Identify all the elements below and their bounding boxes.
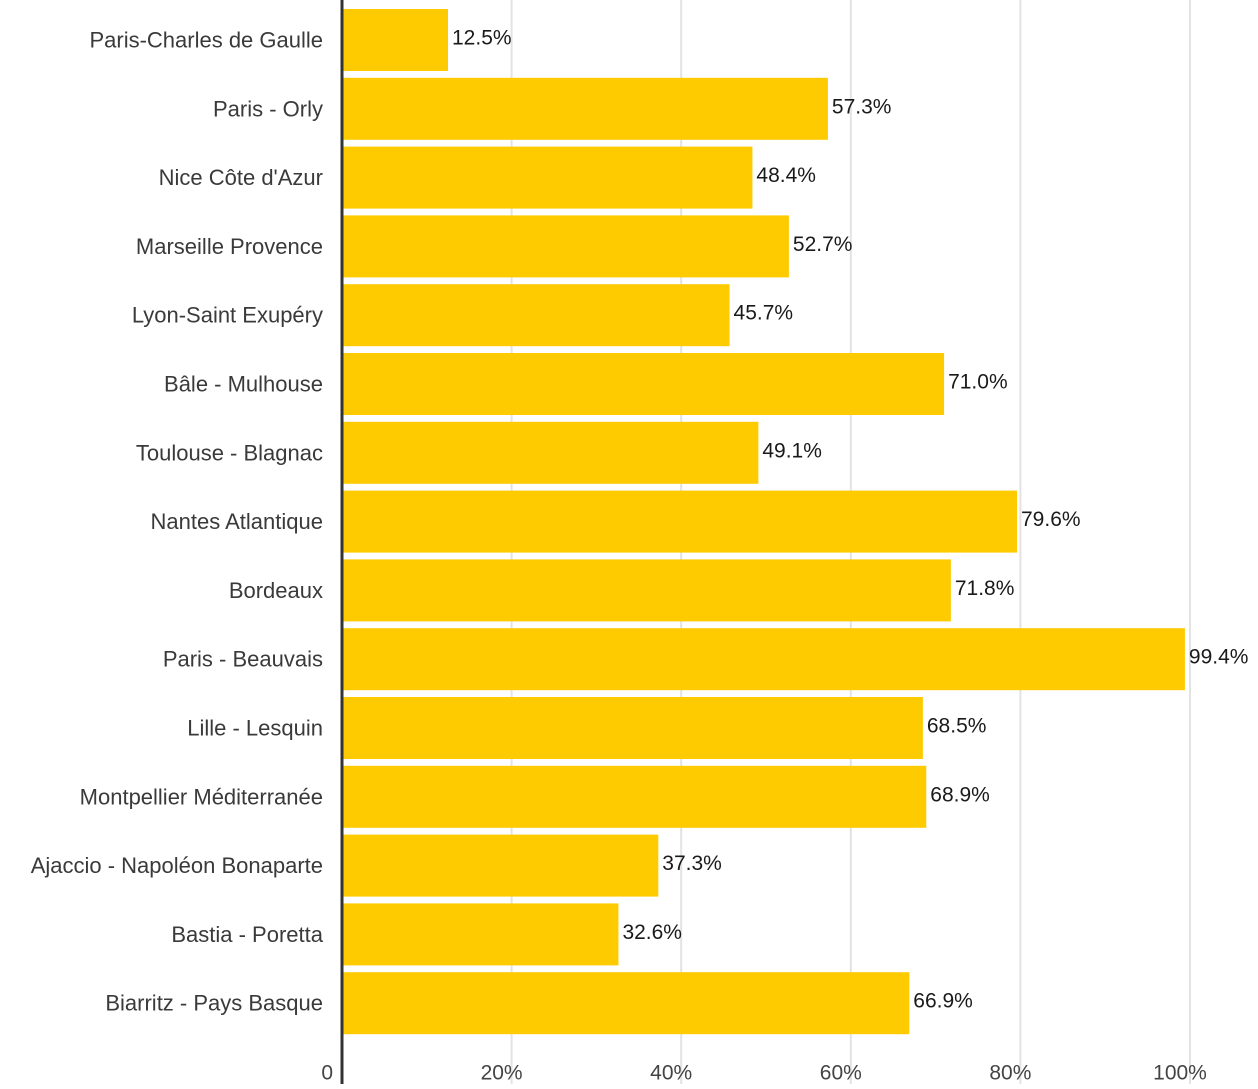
- category-label: Nantes Atlantique: [151, 509, 323, 534]
- category-label: Paris - Orly: [213, 96, 323, 121]
- category-label: Montpellier Méditerranée: [80, 784, 323, 809]
- category-label: Paris - Beauvais: [163, 647, 323, 672]
- value-label: 99.4%: [1189, 646, 1249, 669]
- x-tick-label: 100%: [1153, 1062, 1207, 1085]
- x-tick-label: 20%: [481, 1062, 523, 1085]
- category-label: Bastia - Poretta: [171, 922, 323, 947]
- value-label: 37.3%: [662, 852, 722, 875]
- value-label: 68.5%: [927, 715, 987, 738]
- bar: [343, 284, 730, 347]
- value-label: 32.6%: [622, 921, 682, 944]
- bar: [343, 628, 1185, 691]
- value-labels: 12.5% 57.3% 48.4% 52.7% 45.7% 71.0% 49.1% 79.6%…: [452, 27, 1248, 1013]
- bar: [343, 972, 910, 1035]
- category-label: Ajaccio - Napoléon Bonaparte: [31, 853, 323, 878]
- bar: [343, 215, 789, 278]
- category-label: Lyon-Saint Exupéry: [132, 303, 323, 328]
- value-label: 79.6%: [1021, 508, 1081, 531]
- value-label: 71.8%: [955, 577, 1015, 600]
- bars: [343, 9, 1185, 1035]
- value-label: 45.7%: [734, 302, 794, 325]
- value-label: 12.5%: [452, 27, 512, 50]
- category-label: Biarritz - Pays Basque: [105, 991, 323, 1016]
- bar: [343, 9, 448, 71]
- bar: [343, 697, 923, 759]
- x-tick-label: 60%: [820, 1062, 862, 1085]
- category-labels: Paris-Charles de Gaulle Paris - Orly Nice …: [31, 28, 324, 1016]
- category-label: Bâle - Mulhouse: [164, 372, 323, 397]
- value-label: 71.0%: [948, 371, 1008, 394]
- category-label: Lille - Lesquin: [187, 716, 323, 741]
- x-tick-label: 40%: [650, 1062, 692, 1085]
- bar: [343, 146, 753, 209]
- bar: [343, 765, 927, 828]
- category-label: Marseille Provence: [136, 234, 323, 259]
- bar: [343, 903, 619, 966]
- value-label: 52.7%: [793, 233, 853, 256]
- bar: [343, 559, 951, 622]
- x-tick-labels: 0 20% 40% 60% 80% 100%: [321, 1062, 1207, 1085]
- value-label: 68.9%: [930, 783, 990, 806]
- category-label: Paris-Charles de Gaulle: [89, 28, 323, 53]
- value-label: 49.1%: [762, 439, 822, 462]
- bar: [343, 490, 1018, 553]
- category-label: Toulouse - Blagnac: [136, 440, 323, 465]
- value-label: 57.3%: [832, 95, 892, 118]
- category-label: Bordeaux: [229, 578, 323, 603]
- bar: [343, 421, 759, 484]
- bar: [343, 77, 828, 140]
- x-tick-label: 80%: [989, 1062, 1031, 1085]
- x-tick-label: 0: [321, 1062, 333, 1085]
- value-label: 66.9%: [913, 990, 973, 1013]
- category-label: Nice Côte d'Azur: [159, 165, 323, 190]
- value-label: 48.4%: [756, 164, 816, 187]
- bar: [343, 353, 945, 415]
- bar: [343, 834, 659, 897]
